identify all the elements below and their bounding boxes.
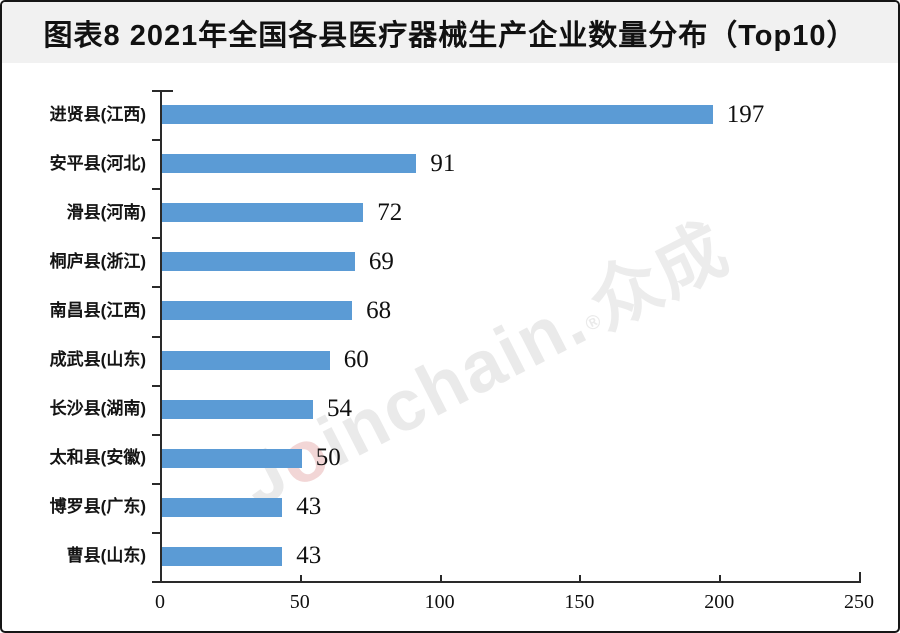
category-label: 博罗县(广东) [49, 497, 146, 517]
y-axis-line [160, 90, 162, 581]
x-tick-label: 200 [704, 591, 735, 613]
x-tick-label: 0 [155, 591, 165, 613]
bar [162, 301, 353, 321]
value-label: 91 [430, 149, 456, 177]
x-tick-label: 50 [289, 591, 310, 613]
value-label: 68 [366, 296, 392, 324]
x-tick [299, 575, 302, 581]
value-label: 43 [296, 493, 322, 521]
category-tick [152, 581, 160, 583]
value-label: 72 [377, 198, 403, 226]
bar [162, 203, 364, 223]
x-axis-line [160, 581, 861, 583]
x-tick-label: 100 [424, 591, 455, 613]
category-label: 曹县(山东) [66, 546, 146, 566]
value-label: 43 [296, 542, 322, 570]
value-label: 197 [726, 100, 765, 128]
category-tick [152, 384, 160, 387]
category-tick [152, 139, 160, 142]
category-label: 进贤县(江西) [49, 104, 146, 124]
bar [162, 154, 417, 174]
bar [162, 350, 330, 370]
bar [162, 252, 355, 272]
chart-title: 图表8 2021年全国各县医疗器械生产企业数量分布（Top10） [43, 19, 857, 52]
category-label: 长沙县(湖南) [49, 399, 146, 419]
category-label: 桐庐县(浙江) [49, 251, 146, 271]
category-tick [152, 335, 160, 338]
x-tick [719, 575, 722, 581]
bar [162, 105, 713, 125]
category-tick [152, 531, 160, 534]
category-tick [152, 188, 160, 191]
value-label: 60 [343, 346, 369, 374]
chart-title-band: 图表8 2021年全国各县医疗器械生产企业数量分布（Top10） [2, 2, 898, 63]
y-axis-top-tick [160, 90, 173, 92]
value-label: 50 [315, 444, 341, 472]
category-tick [152, 237, 160, 240]
category-tick [152, 433, 160, 436]
bar [162, 399, 313, 419]
value-label: 54 [326, 395, 352, 423]
x-tick [859, 572, 861, 581]
category-label: 滑县(河南) [66, 202, 146, 222]
bar [162, 546, 283, 566]
category-label: 成武县(山东) [49, 350, 146, 370]
category-tick [152, 482, 160, 485]
x-tick-label: 250 [844, 591, 874, 613]
category-label: 南昌县(江西) [49, 300, 146, 320]
x-tick-label: 150 [564, 591, 595, 613]
bar [162, 497, 283, 517]
category-tick [152, 286, 160, 289]
x-tick [439, 575, 442, 581]
value-label: 69 [368, 247, 394, 275]
category-label: 安平县(河北) [49, 153, 146, 173]
x-tick [579, 575, 582, 581]
category-label: 太和县(安徽) [49, 448, 146, 468]
category-tick [152, 90, 160, 92]
bar [162, 448, 302, 468]
